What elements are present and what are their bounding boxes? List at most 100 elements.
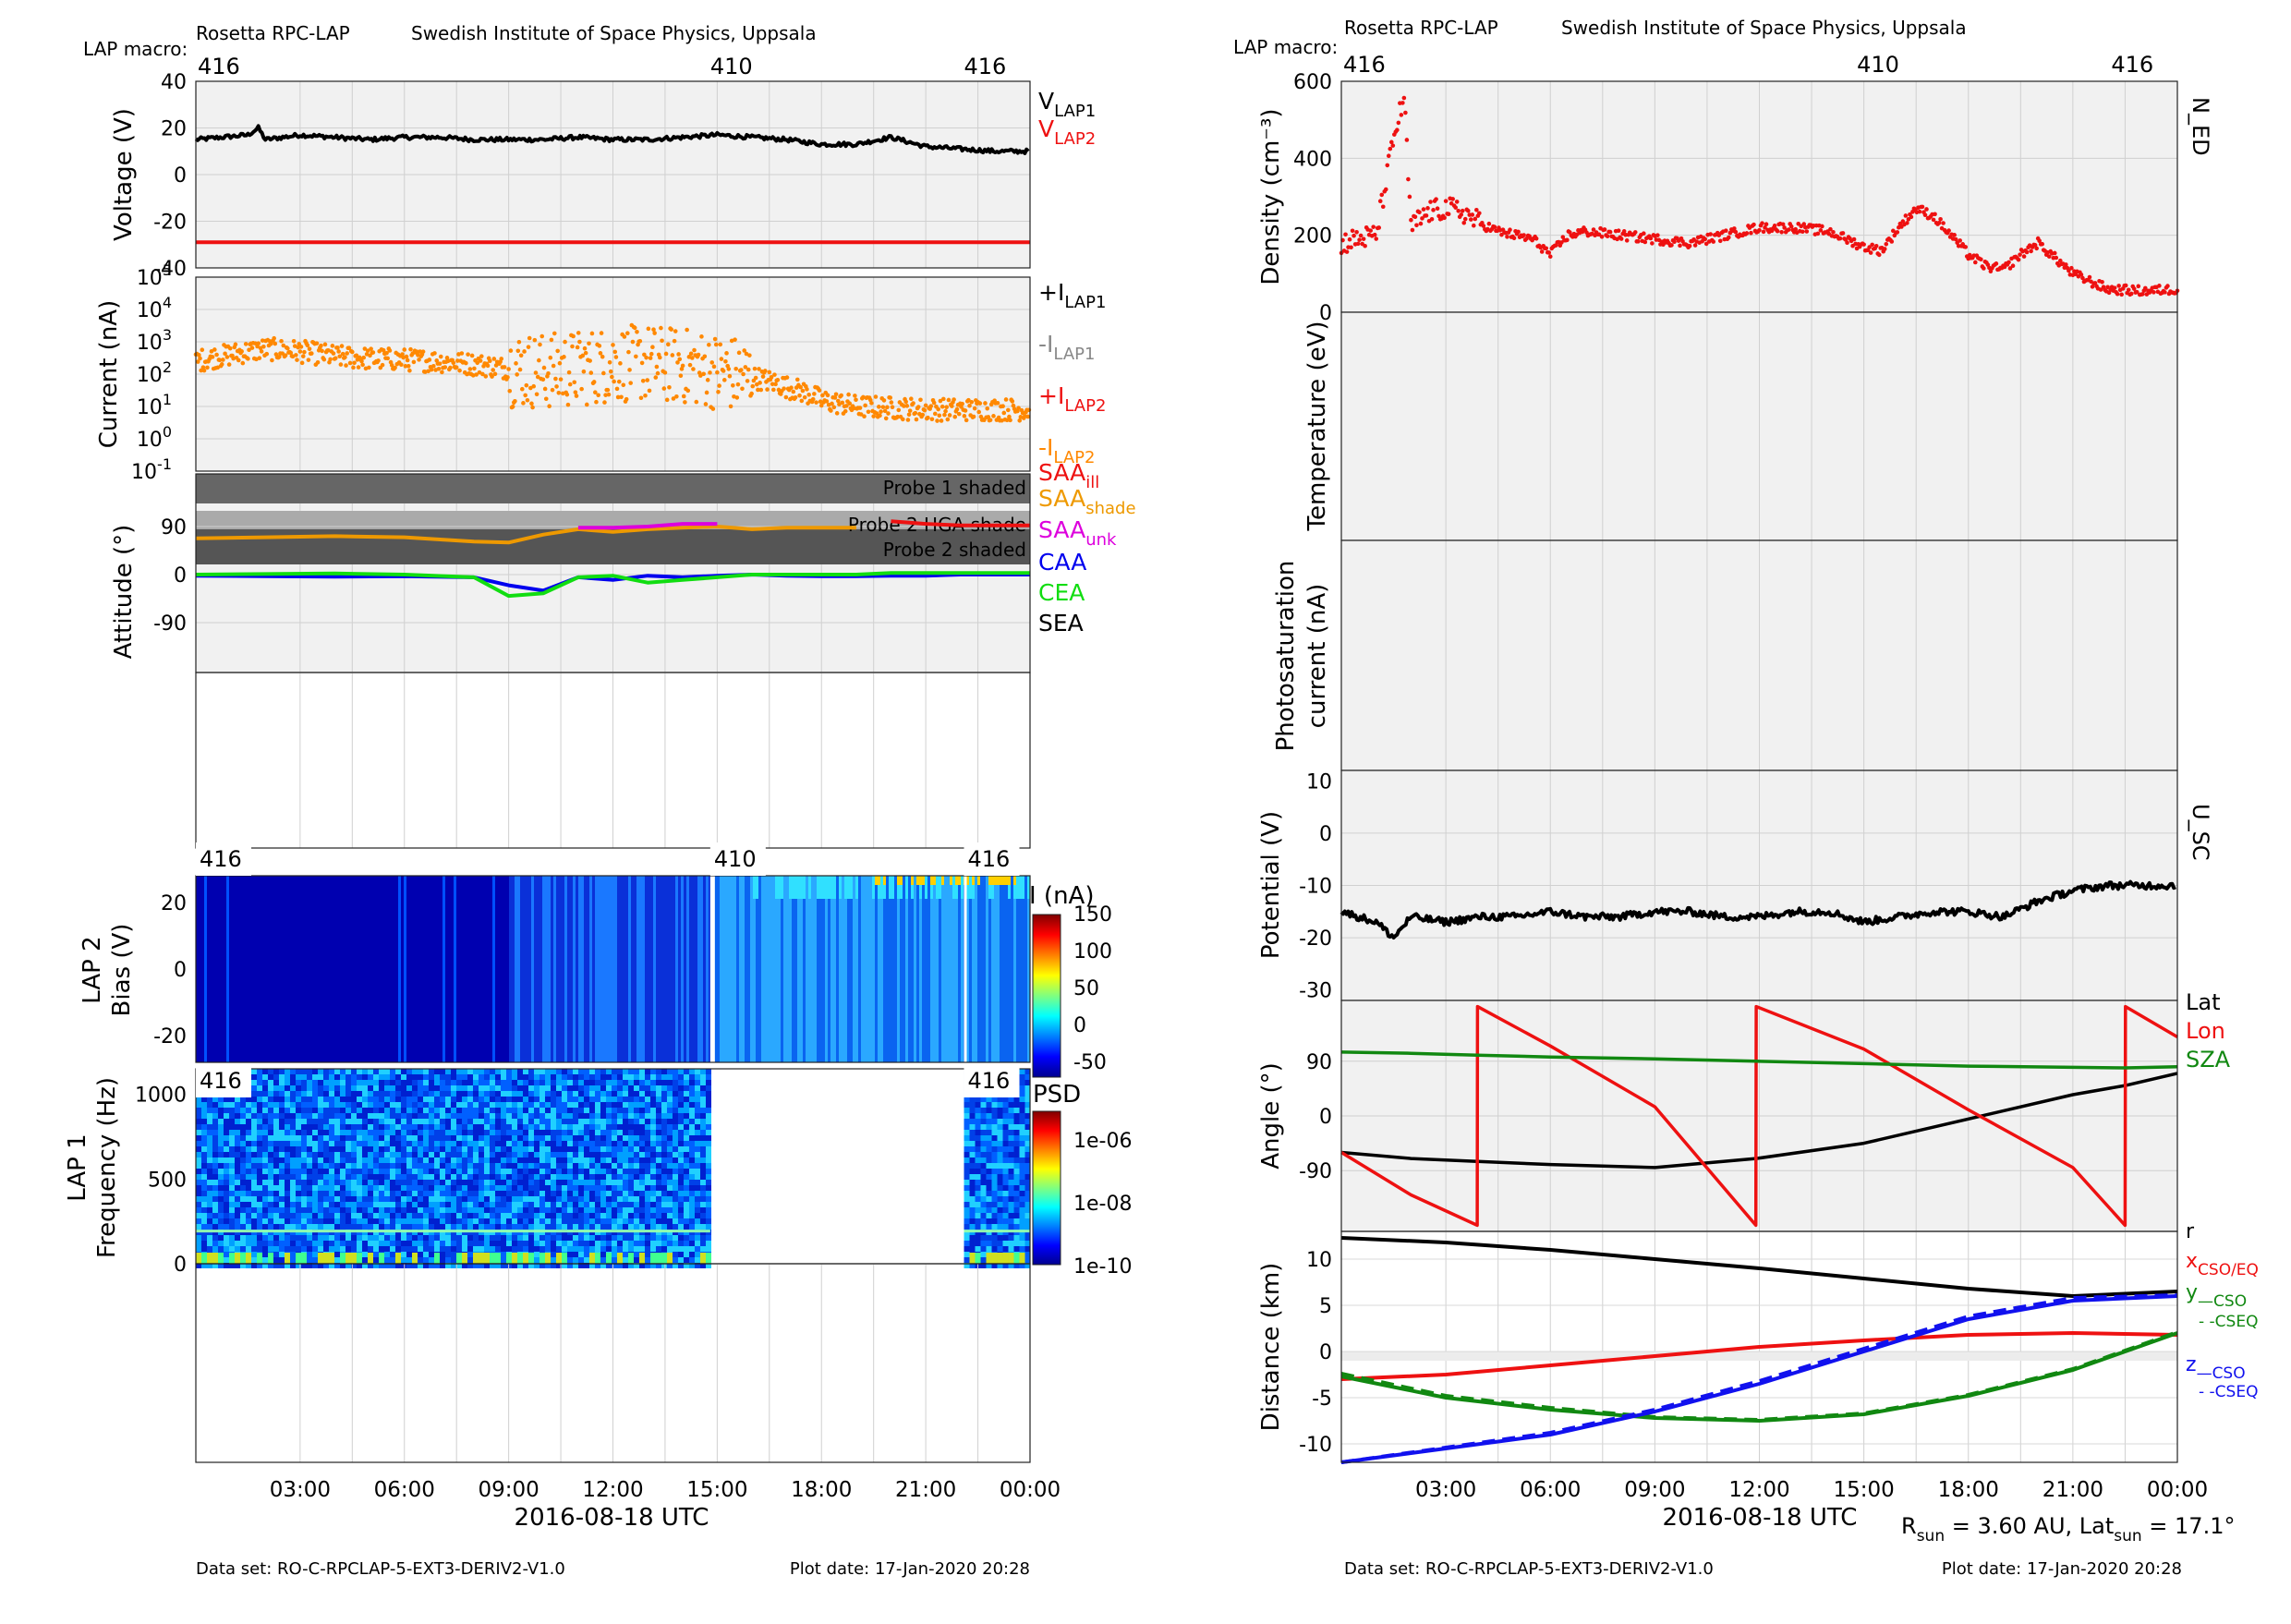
current-point	[198, 357, 202, 361]
lap1-cell	[992, 1141, 998, 1146]
lap1-cell	[384, 1213, 390, 1218]
lap1-cell	[368, 1102, 373, 1108]
lap1-cell	[556, 1152, 562, 1157]
lap1-cell	[539, 1157, 545, 1163]
lap1-cell	[656, 1085, 661, 1091]
lap1-cell	[246, 1218, 251, 1224]
lap1-cell	[418, 1097, 423, 1102]
lap1-cell	[484, 1185, 490, 1191]
current-point	[357, 365, 361, 370]
lap1-cell	[246, 1169, 251, 1174]
right-x-tick-4: 15:00	[1833, 1478, 1894, 1502]
lap1-cell	[589, 1235, 595, 1241]
lap1-cell	[451, 1130, 456, 1135]
lap1-cell	[440, 1252, 445, 1257]
lap1-cell	[362, 1224, 368, 1230]
current-point	[666, 343, 671, 347]
lap1-cell	[456, 1202, 462, 1207]
lap1-cell	[268, 1152, 273, 1157]
current-point	[907, 412, 912, 417]
lap1-cell	[556, 1124, 562, 1130]
lap1-cell	[528, 1253, 534, 1264]
lap1-cell	[970, 1102, 976, 1108]
lap1-cell	[384, 1257, 390, 1263]
lap1-cell	[534, 1174, 539, 1180]
lap1-cell	[523, 1224, 528, 1230]
lap1-cell	[695, 1157, 700, 1163]
lap1-cell	[678, 1185, 684, 1191]
lap1-cell	[273, 1080, 279, 1085]
current-point	[412, 360, 417, 365]
lap2-bias-cell	[603, 876, 607, 1062]
lap2-bias-cell	[936, 876, 939, 1062]
lap1-cell	[224, 1113, 229, 1119]
lap1-cell	[639, 1080, 645, 1085]
lap1-cell	[612, 1191, 617, 1196]
lap1-cell	[273, 1141, 279, 1146]
lap1-cell	[976, 1141, 981, 1146]
lap1-cell	[700, 1146, 706, 1152]
lap1-cell	[562, 1207, 567, 1213]
current-point	[920, 413, 925, 418]
lap2-bias-cell	[822, 876, 826, 1062]
lap1-cell	[473, 1146, 479, 1152]
lap1-cell	[595, 1169, 600, 1174]
lap1-cell	[212, 1113, 218, 1119]
lap1-cell	[562, 1097, 567, 1102]
lap1-cell	[650, 1202, 656, 1207]
lap1-cell	[390, 1074, 395, 1080]
lap1-cell	[534, 1119, 539, 1124]
lap1-cell	[506, 1113, 512, 1119]
lap1-cell	[678, 1146, 684, 1152]
lap1-cell	[517, 1146, 523, 1152]
lap1-cell	[429, 1218, 434, 1224]
lap1-cell	[964, 1135, 970, 1141]
lap1-cell	[634, 1207, 639, 1213]
lap1-cell	[362, 1246, 368, 1252]
lap1-cell	[340, 1074, 345, 1080]
lap2-bias-gap2	[964, 876, 967, 1062]
lap1-cell	[390, 1213, 395, 1218]
lap1-cell	[695, 1108, 700, 1113]
lap2-bias-cell	[983, 876, 987, 1062]
current-point	[705, 391, 709, 395]
lap1-cell	[981, 1108, 987, 1113]
lap2-bias-cell	[409, 876, 413, 1062]
lap1-cell	[970, 1218, 976, 1224]
lap1-cell	[268, 1235, 273, 1241]
lap1-cell	[578, 1241, 584, 1246]
lap2-bias-cell	[210, 876, 213, 1062]
lap1-cell	[345, 1163, 351, 1169]
lap1-cell	[700, 1135, 706, 1141]
current-point	[576, 331, 581, 335]
lap1-cell	[307, 1119, 312, 1124]
lap2-bias-cell	[681, 876, 685, 1062]
lap2-bias-cell	[229, 876, 233, 1062]
lap1-cell	[456, 1163, 462, 1169]
lap1-cell	[418, 1241, 423, 1246]
lap1-cell	[445, 1252, 451, 1257]
lap1-cell	[650, 1152, 656, 1157]
lap1-cell	[473, 1174, 479, 1180]
lap1-cell	[589, 1135, 595, 1141]
lap1-cell	[490, 1146, 495, 1152]
lap1-cell	[573, 1130, 578, 1135]
lap2-bias-cell	[833, 876, 837, 1062]
lap1-cell	[329, 1102, 334, 1108]
lap1-cell	[406, 1141, 412, 1146]
lap1-cell	[645, 1180, 650, 1185]
lap2-bias-cell	[276, 876, 280, 1062]
lap1-cell	[368, 1135, 373, 1141]
lap1-cell	[273, 1074, 279, 1080]
lap1-cell	[623, 1246, 628, 1252]
lap1-cell	[262, 1241, 268, 1246]
lap1-cell	[229, 1213, 235, 1218]
lap1-cell	[678, 1218, 684, 1224]
left-macro-mark-2: 416	[964, 54, 1007, 79]
lap1-cell	[212, 1141, 218, 1146]
lap1-cell	[406, 1157, 412, 1163]
lap1-cell	[628, 1174, 634, 1180]
lap1-cell	[517, 1074, 523, 1080]
lap1-cell	[534, 1196, 539, 1202]
lap1-cell	[473, 1196, 479, 1202]
